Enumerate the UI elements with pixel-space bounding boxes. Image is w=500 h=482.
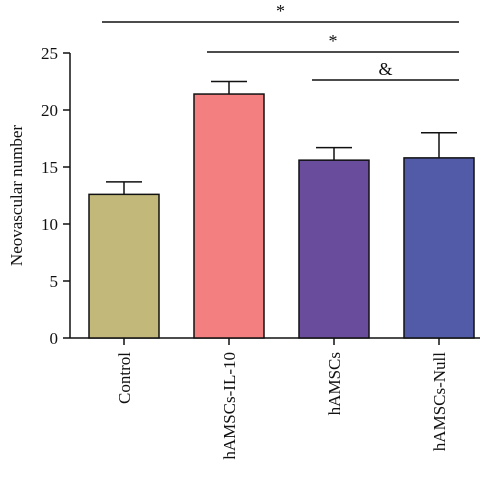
significance-label: * <box>276 1 285 21</box>
bar-hamscs-il-10 <box>193 93 265 339</box>
bar-hamscs-null <box>403 157 475 339</box>
y-tick-label: 15 <box>41 158 58 177</box>
x-tick-label: hAMSCs-Null <box>430 352 449 451</box>
y-axis-title: Neovascular number <box>7 125 26 266</box>
x-tick-label: hAMSCs <box>325 352 344 415</box>
significance-label: * <box>329 31 338 51</box>
x-tick-label: Control <box>115 352 134 404</box>
axes: 0 5 10 15 20 25 Control hAMSCs-IL-10 hAMSCs hAMSC… <box>41 44 480 460</box>
y-tick-label: 0 <box>50 329 59 348</box>
bars <box>88 93 475 339</box>
x-tick-label: hAMSCs-IL-10 <box>220 352 239 460</box>
y-tick-label: 10 <box>41 215 58 234</box>
error-bars <box>106 80 457 195</box>
significance-label: & <box>378 59 392 79</box>
bar-hamscs <box>298 159 370 339</box>
bar-control <box>88 193 160 339</box>
y-tick-label: 5 <box>50 272 59 291</box>
y-tick-label: 20 <box>41 101 58 120</box>
significance-brackets: * * & <box>102 1 459 81</box>
y-tick-label: 25 <box>41 44 58 63</box>
